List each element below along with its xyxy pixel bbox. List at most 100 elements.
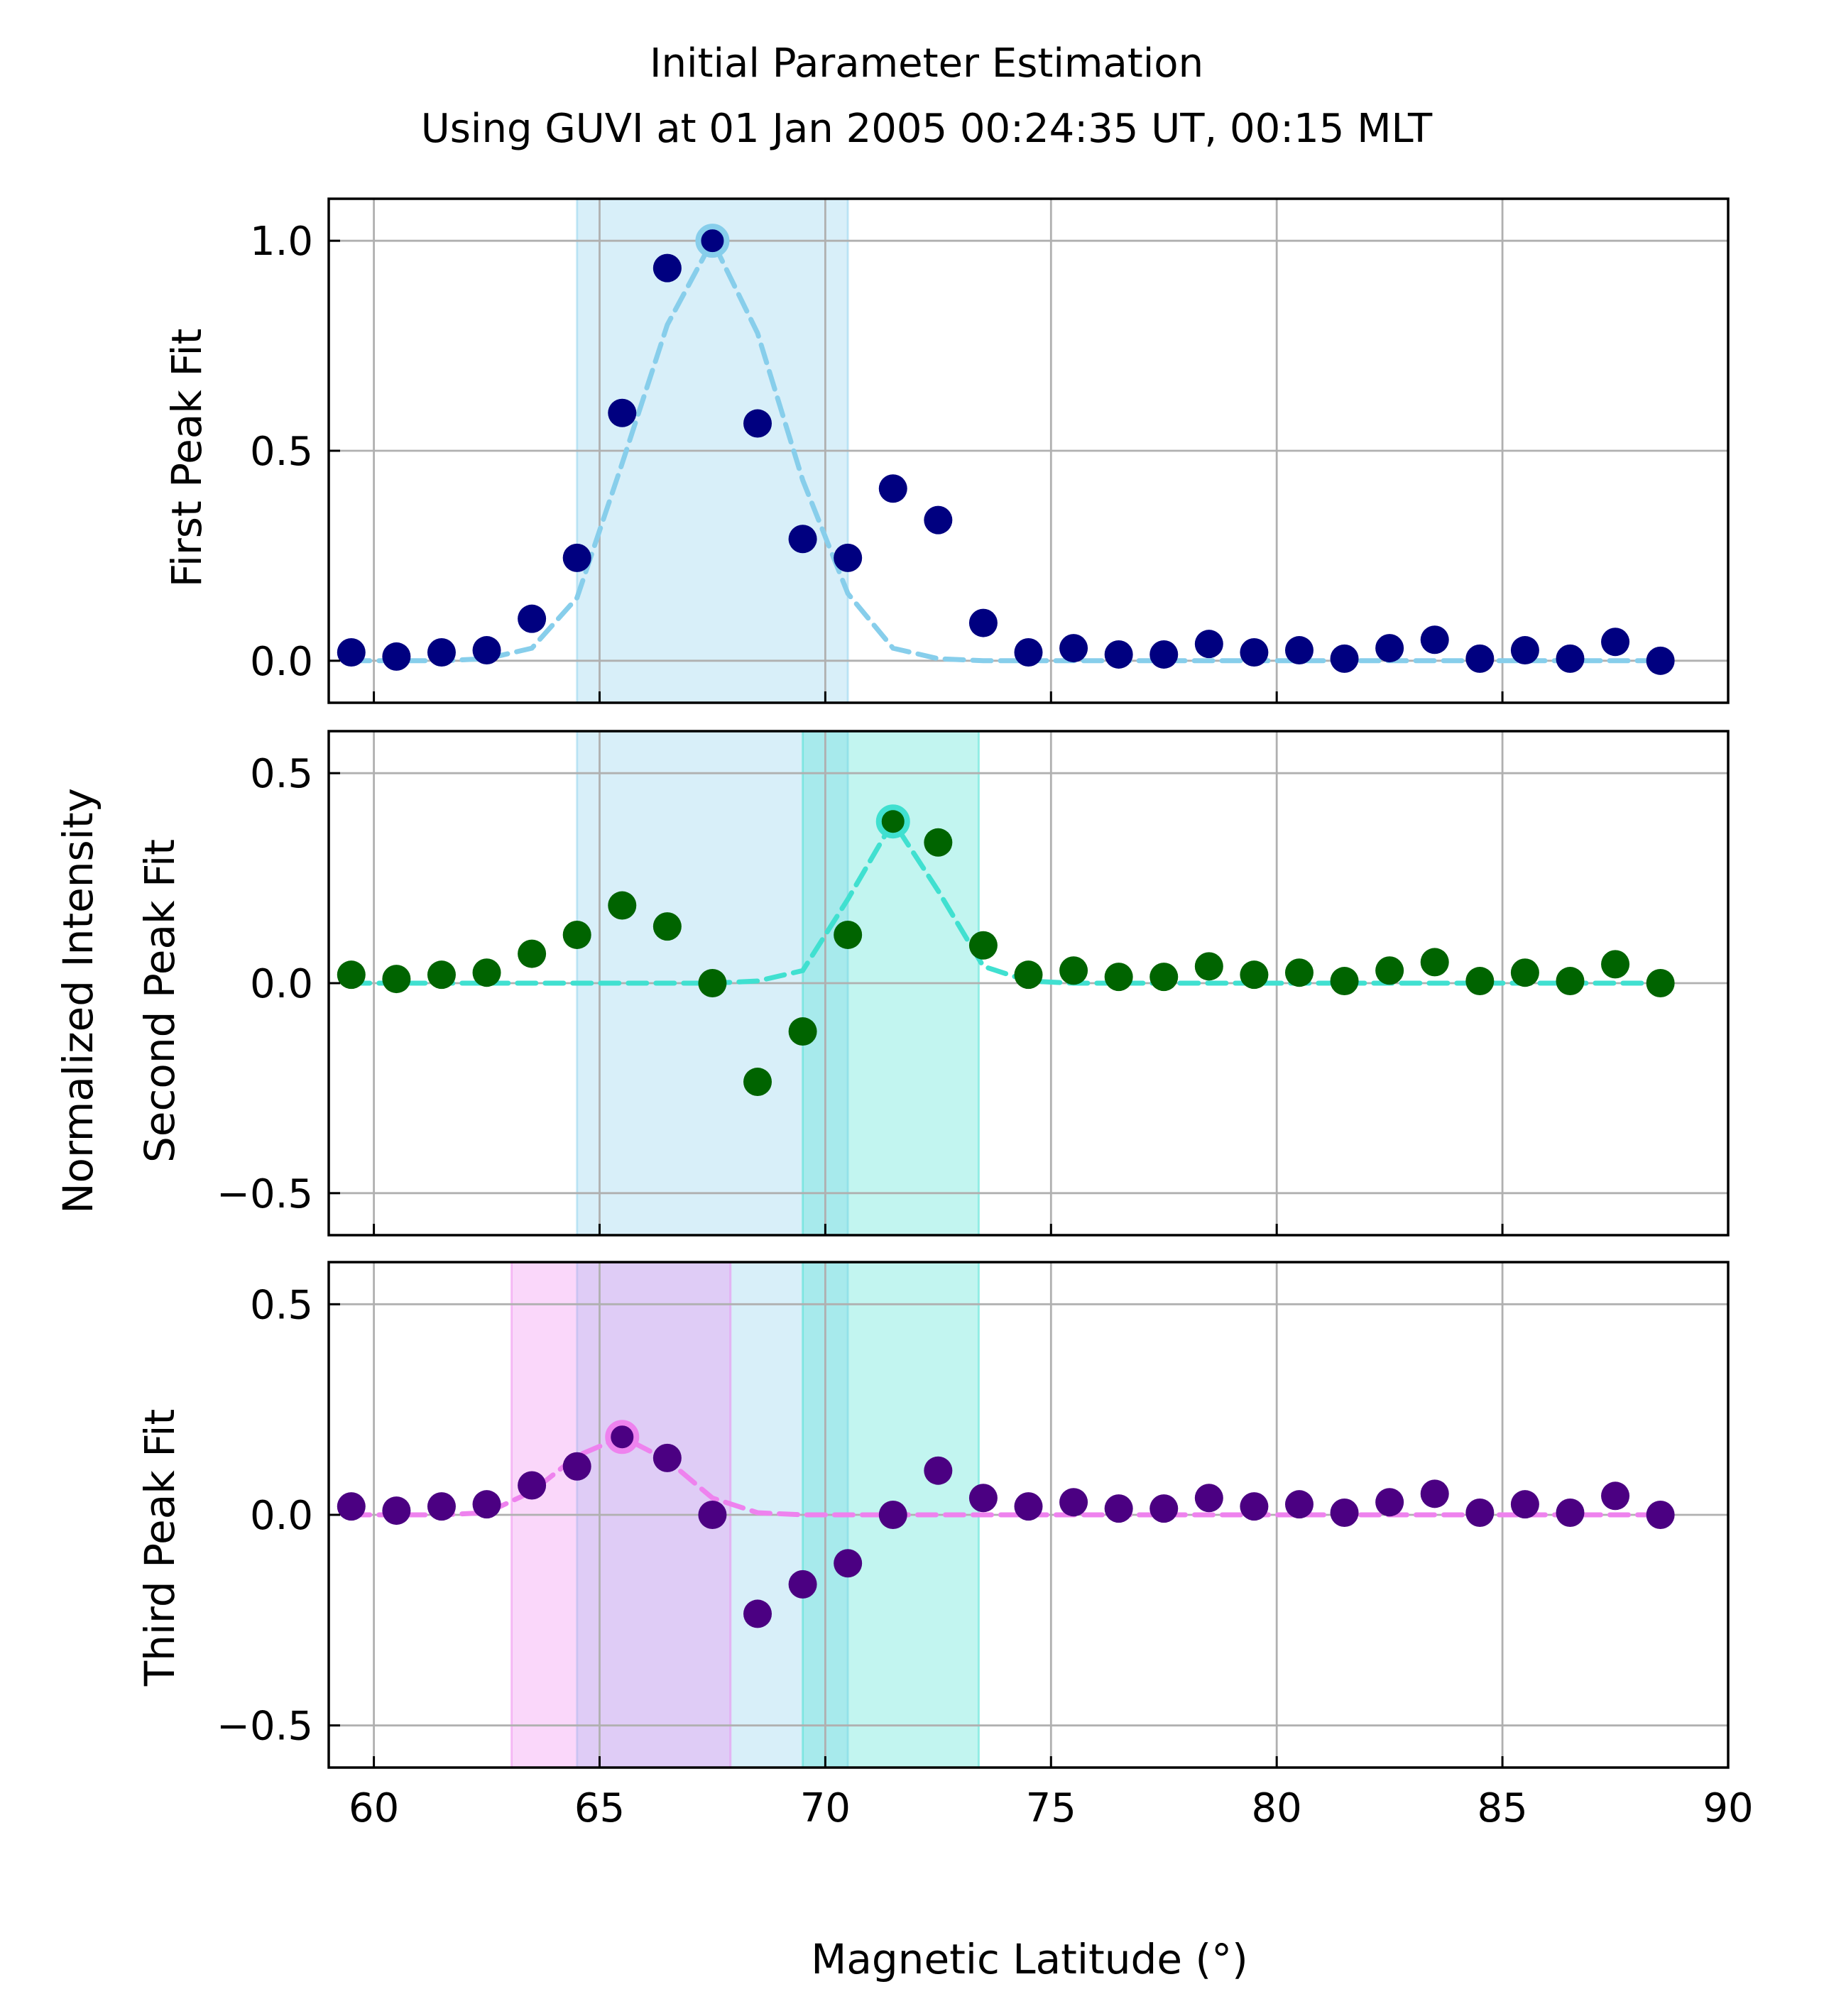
data-point bbox=[1284, 958, 1314, 987]
data-point bbox=[1194, 630, 1223, 659]
data-point bbox=[788, 525, 817, 554]
data-point bbox=[1375, 1488, 1404, 1517]
x-tick-label: 85 bbox=[1477, 1785, 1527, 1831]
data-point bbox=[562, 1452, 591, 1481]
x-tick-label: 90 bbox=[1703, 1785, 1753, 1831]
data-point bbox=[788, 1569, 817, 1599]
y-tick-label: 0.5 bbox=[250, 751, 313, 797]
y-tick-label: 0.5 bbox=[250, 1282, 313, 1328]
data-point bbox=[924, 828, 953, 857]
data-point bbox=[924, 1456, 953, 1485]
fit-curve bbox=[349, 816, 1664, 986]
data-point bbox=[1420, 948, 1449, 977]
ylabel-shared: Normalized Intensity bbox=[54, 788, 102, 1214]
x-tick-label: 60 bbox=[349, 1785, 399, 1831]
data-point bbox=[834, 543, 863, 572]
data-point bbox=[1059, 956, 1088, 985]
data-point bbox=[1601, 628, 1630, 657]
data-point bbox=[1510, 958, 1539, 987]
x-tick-label: 80 bbox=[1252, 1785, 1302, 1831]
ylabel-panel-2: Second Peak Fit bbox=[136, 839, 184, 1163]
data-point bbox=[1330, 1499, 1359, 1528]
data-point bbox=[1465, 967, 1495, 996]
y-tick-label: 1.0 bbox=[250, 219, 313, 265]
ylabel-panel-3: Third Peak Fit bbox=[136, 1409, 184, 1687]
x-tick-label: 65 bbox=[574, 1785, 625, 1831]
data-point bbox=[518, 1471, 547, 1500]
fit-curve bbox=[349, 235, 1664, 664]
y-tick-label: 0.0 bbox=[250, 639, 313, 685]
data-point bbox=[1556, 967, 1585, 996]
data-point bbox=[924, 505, 953, 535]
data-point bbox=[1420, 1479, 1449, 1508]
data-point bbox=[1194, 1484, 1223, 1513]
data-point bbox=[427, 638, 456, 667]
y-tick-label: −0.5 bbox=[217, 1704, 313, 1750]
data-point bbox=[743, 409, 772, 438]
data-point bbox=[382, 965, 411, 994]
data-point bbox=[788, 1017, 817, 1046]
data-point bbox=[1420, 625, 1449, 654]
panel-first-peak-fit: 0.0 0.5 1.0 bbox=[250, 197, 1730, 704]
data-point bbox=[968, 608, 998, 637]
data-point bbox=[1014, 638, 1043, 667]
data-point bbox=[1240, 960, 1269, 990]
data-point bbox=[382, 1496, 411, 1525]
data-point bbox=[968, 1484, 998, 1513]
data-point bbox=[337, 638, 366, 667]
data-point bbox=[834, 1549, 863, 1578]
data-point bbox=[472, 636, 501, 665]
y-tick-label: 0.0 bbox=[250, 961, 313, 1007]
xlabel: Magnetic Latitude (°) bbox=[811, 1935, 1247, 1983]
data-point bbox=[743, 1068, 772, 1097]
data-point bbox=[472, 1490, 501, 1519]
data-point bbox=[652, 253, 682, 283]
peak-marker bbox=[875, 804, 910, 839]
data-point bbox=[1149, 963, 1179, 992]
chart-title-line-1: Initial Parameter Estimation bbox=[650, 40, 1203, 87]
data-point bbox=[743, 1599, 772, 1628]
data-point bbox=[1556, 644, 1585, 673]
data-point bbox=[834, 920, 863, 949]
x-tick-label: 70 bbox=[800, 1785, 851, 1831]
data-point bbox=[1330, 967, 1359, 996]
data-point bbox=[518, 939, 547, 968]
data-point bbox=[1104, 640, 1133, 669]
data-point bbox=[1059, 634, 1088, 663]
data-point bbox=[1240, 638, 1269, 667]
data-point bbox=[1014, 960, 1043, 990]
data-point bbox=[1465, 644, 1495, 673]
data-point bbox=[878, 1501, 907, 1529]
data-point bbox=[878, 807, 907, 836]
peak-marker bbox=[605, 1420, 640, 1455]
data-point bbox=[337, 960, 366, 990]
data-point bbox=[1465, 1499, 1495, 1528]
data-point bbox=[608, 398, 637, 427]
data-point bbox=[1149, 1494, 1179, 1523]
data-point bbox=[1014, 1492, 1043, 1521]
data-point bbox=[1240, 1492, 1269, 1521]
peak-marker bbox=[695, 224, 730, 258]
data-point bbox=[562, 920, 591, 949]
data-point bbox=[1646, 969, 1675, 997]
ylabel-panel-1: First Peak Fit bbox=[163, 329, 211, 588]
data-point bbox=[1330, 644, 1359, 673]
panel-second-peak-fit: −0.5 0.0 0.5 bbox=[217, 730, 1730, 1237]
data-point bbox=[608, 1423, 637, 1452]
data-point bbox=[1059, 1488, 1088, 1517]
x-tick-label: 75 bbox=[1026, 1785, 1076, 1831]
data-point bbox=[1510, 636, 1539, 665]
data-point bbox=[652, 912, 682, 941]
data-point bbox=[1646, 646, 1675, 675]
data-point bbox=[382, 642, 411, 671]
data-point bbox=[337, 1492, 366, 1521]
data-point bbox=[1375, 956, 1404, 985]
data-point bbox=[1646, 1501, 1675, 1529]
y-tick-label: 0.5 bbox=[250, 429, 313, 475]
data-point bbox=[562, 543, 591, 572]
chart-title-line-2: Using GUVI at 01 Jan 2005 00:24:35 UT, 0… bbox=[421, 106, 1433, 152]
data-point bbox=[472, 958, 501, 987]
data-point bbox=[698, 1501, 727, 1529]
